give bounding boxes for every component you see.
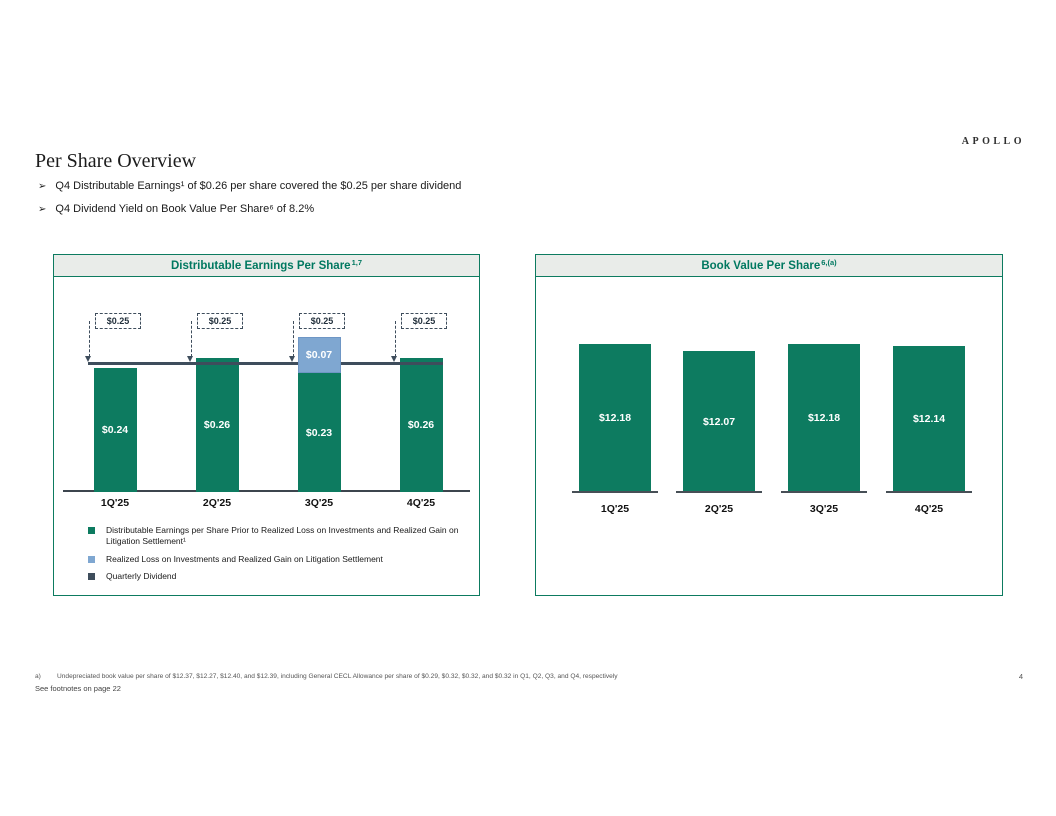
- de-chart-title-text: Distributable Earnings Per Share: [170, 259, 351, 272]
- bv-bar: $12.18: [579, 344, 651, 492]
- de-chart-legend: Distributable Earnings per Share Prior t…: [54, 525, 479, 583]
- summary-bullets: ➢ Q4 Distributable Earnings¹ of $0.26 pe…: [38, 180, 461, 226]
- footnote-a: a) Undepreciated book value per share of…: [35, 673, 618, 680]
- bv-chart-plot: $12.18 1Q'25 $12.07 2Q'25 $12.18 3Q'25 $12.14 4…: [536, 277, 1002, 517]
- bar-value-label: $0.26: [203, 419, 231, 431]
- de-x-axis: [63, 490, 470, 492]
- bar-value-label: $12.18: [807, 412, 841, 424]
- arrow-bullet-icon: ➢: [38, 204, 47, 215]
- green-square-icon: [88, 527, 95, 534]
- bullet-item: ➢ Q4 Distributable Earnings¹ of $0.26 pe…: [38, 180, 461, 194]
- x-axis-label: 3Q'25: [809, 503, 839, 515]
- footnote-text: Undepreciated book value per share of $1…: [57, 673, 618, 680]
- arrow-bullet-icon: ➢: [38, 181, 47, 192]
- apollo-logo: APOLLO: [961, 136, 1025, 147]
- bv-axis-segment: [676, 491, 762, 493]
- bar-value-label: $0.23: [305, 426, 333, 439]
- slate-square-icon: [88, 573, 95, 581]
- bv-bar: $12.18: [788, 344, 860, 492]
- de-chart-plot: $0.24 $0.25 1Q'25 $0.26 $0.25 2Q'25 $0.23 $0.07…: [54, 277, 479, 517]
- arrow-down-icon: [289, 356, 295, 362]
- bar-value-label: $12.14: [912, 413, 946, 425]
- dividend-callout: $0.25: [197, 313, 243, 329]
- de-bar: $0.26: [399, 358, 443, 492]
- legend-label: Distributable Earnings per Share Prior t…: [106, 525, 459, 547]
- bv-axis-segment: [886, 491, 972, 493]
- bv-chart-title-superscript: 6,(a): [821, 257, 837, 267]
- dividend-arrow-line: [89, 321, 90, 357]
- bv-bar: $12.07: [683, 351, 755, 492]
- dividend-callout: $0.25: [401, 313, 447, 329]
- legend-label: Quarterly Dividend: [106, 571, 177, 582]
- realized-loss-segment: $0.07: [297, 337, 341, 373]
- legend-item: Distributable Earnings per Share Prior t…: [88, 525, 479, 548]
- de-bar: $0.23: [297, 373, 341, 492]
- bv-chart-title-text: Book Value Per Share: [701, 259, 821, 272]
- dividend-callout: $0.25: [299, 313, 345, 329]
- dividend-arrow-line: [395, 321, 396, 357]
- see-footnotes-note: See footnotes on page 22: [35, 684, 121, 693]
- x-axis-label: 3Q'25: [304, 497, 334, 509]
- dividend-arrow-line: [293, 321, 294, 357]
- bar-value-label: $12.18: [598, 412, 632, 424]
- de-bar: $0.24: [93, 368, 137, 492]
- bullet-item: ➢ Q4 Dividend Yield on Book Value Per Sh…: [38, 203, 461, 217]
- book-value-panel: Book Value Per Share 6,(a) $12.18 1Q'25 $12…: [535, 254, 1003, 596]
- bv-axis-segment: [781, 491, 867, 493]
- bullet-text: Q4 Distributable Earnings¹ of $0.26 per …: [55, 180, 462, 192]
- quarterly-dividend-line: [88, 362, 443, 365]
- legend-label: Realized Loss on Investments and Realize…: [106, 553, 383, 564]
- bv-bar: $12.14: [893, 346, 965, 492]
- legend-item: Realized Loss on Investments and Realize…: [88, 554, 479, 565]
- x-axis-label: 1Q'25: [100, 497, 130, 509]
- de-chart-title: Distributable Earnings Per Share 1,7: [54, 255, 479, 277]
- footnote-marker: a): [35, 673, 41, 680]
- page-title: Per Share Overview: [35, 150, 197, 172]
- blue-square-icon: [88, 555, 95, 563]
- x-axis-label: 1Q'25: [600, 503, 630, 515]
- x-axis-label: 4Q'25: [914, 503, 944, 515]
- arrow-down-icon: [85, 356, 91, 362]
- bar-value-label: $0.07: [305, 349, 333, 361]
- de-chart-title-superscript: 1,7: [351, 257, 363, 267]
- bar-value-label: $0.26: [407, 419, 435, 431]
- distributable-earnings-panel: Distributable Earnings Per Share 1,7 $0.2…: [53, 254, 480, 596]
- x-axis-label: 2Q'25: [202, 497, 232, 509]
- arrow-down-icon: [187, 356, 193, 362]
- bar-value-label: $12.07: [702, 415, 736, 428]
- page-number: 4: [1018, 672, 1023, 681]
- legend-item: Quarterly Dividend: [88, 571, 479, 582]
- x-axis-label: 2Q'25: [704, 503, 734, 515]
- bv-chart-title: Book Value Per Share 6,(a): [536, 255, 1002, 277]
- arrow-down-icon: [391, 356, 397, 362]
- bar-value-label: $0.24: [101, 424, 129, 436]
- bullet-text: Q4 Dividend Yield on Book Value Per Shar…: [55, 203, 315, 215]
- bv-axis-segment: [572, 491, 658, 493]
- dividend-arrow-line: [191, 321, 192, 357]
- de-bar: $0.26: [195, 358, 239, 492]
- x-axis-label: 4Q'25: [406, 497, 436, 509]
- dividend-callout: $0.25: [95, 313, 141, 329]
